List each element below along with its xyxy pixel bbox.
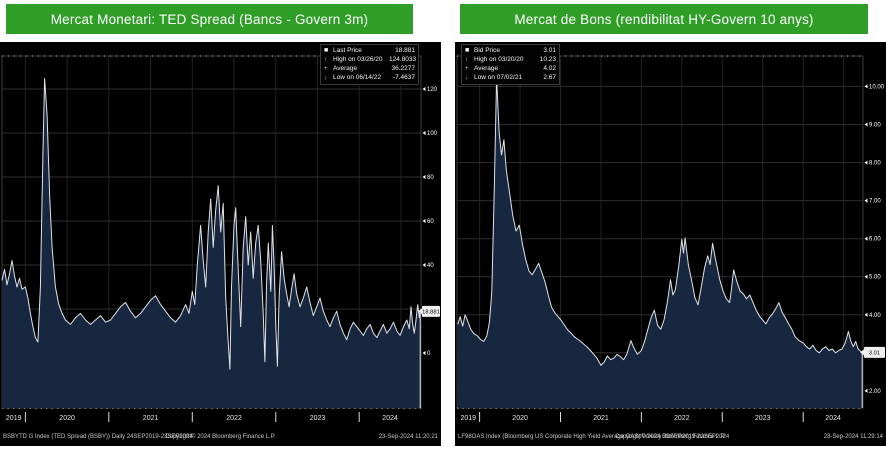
hy-oas-footer: LF98OAS Index (Bloomberg US Corporate Hi… bbox=[457, 434, 884, 443]
legend-row-average: + Average 4.02 bbox=[465, 65, 556, 73]
svg-text:100: 100 bbox=[427, 131, 438, 137]
legend-value: 3.01 bbox=[543, 47, 556, 54]
svg-text:2.00: 2.00 bbox=[869, 389, 881, 395]
svg-text:18.881: 18.881 bbox=[422, 310, 440, 316]
legend-row-bid-price: ■ Bid Price 3.01 bbox=[465, 47, 556, 55]
legend-label: Average bbox=[333, 65, 358, 72]
svg-text:2021: 2021 bbox=[593, 415, 609, 422]
svg-text:2023: 2023 bbox=[755, 415, 771, 422]
right-panel-title: Mercat de Bons (rendibilitat HY-Govern 1… bbox=[460, 4, 868, 34]
ted-spread-chart-panel: 0204060801001202019202020212022202320241… bbox=[0, 42, 441, 446]
svg-text:5.00: 5.00 bbox=[869, 275, 881, 281]
series-swatch-icon: ■ bbox=[465, 47, 470, 54]
ted-spread-legend: ■ Last Price 18.881 ↑ High on 03/26/20 1… bbox=[320, 44, 419, 85]
legend-row-last-price: ■ Last Price 18.881 bbox=[324, 47, 415, 55]
legend-value: 2.67 bbox=[543, 74, 556, 81]
svg-text:4.00: 4.00 bbox=[869, 313, 881, 319]
svg-text:2022: 2022 bbox=[674, 415, 690, 422]
svg-text:7.00: 7.00 bbox=[869, 199, 881, 205]
copyright-text: Copyright© 2024 Bloomberg Finance L.P. bbox=[615, 434, 726, 440]
average-mark-icon: + bbox=[324, 66, 328, 72]
svg-text:120: 120 bbox=[427, 87, 438, 93]
legend-label: High on 03/20/20 bbox=[474, 56, 524, 63]
legend-label: Last Price bbox=[333, 47, 362, 54]
high-arrow-icon: ↑ bbox=[324, 57, 327, 63]
svg-text:80: 80 bbox=[427, 175, 434, 181]
hy-oas-chart-panel: 2.003.004.005.006.007.008.009.0010.00201… bbox=[455, 42, 886, 446]
low-arrow-icon: ↓ bbox=[465, 75, 468, 81]
legend-value: 18.881 bbox=[395, 47, 415, 54]
legend-value: 4.02 bbox=[543, 65, 556, 72]
average-mark-icon: + bbox=[465, 66, 469, 72]
svg-text:40: 40 bbox=[427, 263, 434, 269]
legend-row-average: + Average 36.2277 bbox=[324, 65, 415, 73]
svg-text:6.00: 6.00 bbox=[869, 237, 881, 243]
legend-label: Average bbox=[474, 65, 499, 72]
svg-text:2021: 2021 bbox=[143, 415, 159, 422]
right-panel-title-text: Mercat de Bons (rendibilitat HY-Govern 1… bbox=[514, 11, 814, 27]
legend-value: 36.2277 bbox=[391, 65, 416, 72]
svg-text:3.01: 3.01 bbox=[869, 351, 880, 357]
svg-text:2023: 2023 bbox=[310, 415, 326, 422]
svg-text:2020: 2020 bbox=[512, 415, 528, 422]
timestamp-text: 23-Sep-2024 11:20:21 bbox=[378, 434, 438, 440]
high-arrow-icon: ↑ bbox=[465, 57, 468, 63]
legend-row-low: ↓ Low on 07/02/21 2.67 bbox=[465, 74, 556, 82]
legend-label: Bid Price bbox=[474, 47, 501, 54]
copyright-text: Copyright© 2024 Bloomberg Finance L.P. bbox=[165, 434, 276, 440]
svg-text:9.00: 9.00 bbox=[869, 123, 881, 129]
svg-text:10.00: 10.00 bbox=[869, 84, 885, 90]
ted-spread-chart-canvas[interactable]: 0204060801001202019202020212022202320241… bbox=[0, 42, 441, 446]
timestamp-text: 23-Sep-2024 11:29:14 bbox=[823, 434, 883, 440]
svg-text:2024: 2024 bbox=[825, 415, 841, 422]
series-swatch-icon: ■ bbox=[324, 47, 329, 54]
legend-label: Low on 06/14/22 bbox=[333, 74, 382, 81]
legend-row-low: ↓ Low on 06/14/22 -7.4637 bbox=[324, 74, 415, 82]
legend-value: 10.23 bbox=[539, 56, 556, 63]
ted-spread-footer: BSBYTD G Index (TED Spread (BSBY)) Daily… bbox=[2, 434, 439, 443]
legend-row-high: ↑ High on 03/26/20 124.8033 bbox=[324, 56, 417, 64]
hy-oas-chart-canvas[interactable]: 2.003.004.005.006.007.008.009.0010.00201… bbox=[455, 42, 886, 446]
legend-label: Low on 07/02/21 bbox=[474, 74, 523, 81]
svg-text:2019: 2019 bbox=[461, 415, 477, 422]
svg-text:2019: 2019 bbox=[6, 415, 22, 422]
legend-label: High on 03/26/20 bbox=[333, 56, 383, 63]
svg-text:0: 0 bbox=[427, 351, 431, 357]
legend-value: 124.8033 bbox=[389, 56, 417, 63]
svg-text:2022: 2022 bbox=[226, 415, 242, 422]
svg-text:2020: 2020 bbox=[59, 415, 75, 422]
hy-oas-legend: ■ Bid Price 3.01 ↑ High on 03/20/20 10.2… bbox=[461, 44, 560, 85]
instrument-text: LF98OAS Index (Bloomberg US Corporate Hi… bbox=[458, 434, 730, 440]
svg-text:8.00: 8.00 bbox=[869, 161, 881, 167]
left-panel-title-text: Mercat Monetari: TED Spread (Bancs - Gov… bbox=[50, 11, 369, 27]
legend-value: -7.4637 bbox=[392, 74, 415, 81]
low-arrow-icon: ↓ bbox=[324, 75, 327, 81]
instrument-text: BSBYTD G Index (TED Spread (BSBY)) Daily… bbox=[3, 434, 193, 440]
svg-text:2024: 2024 bbox=[382, 415, 398, 422]
legend-row-high: ↑ High on 03/20/20 10.23 bbox=[465, 56, 556, 64]
svg-text:60: 60 bbox=[427, 219, 434, 225]
left-panel-title: Mercat Monetari: TED Spread (Bancs - Gov… bbox=[6, 4, 413, 34]
